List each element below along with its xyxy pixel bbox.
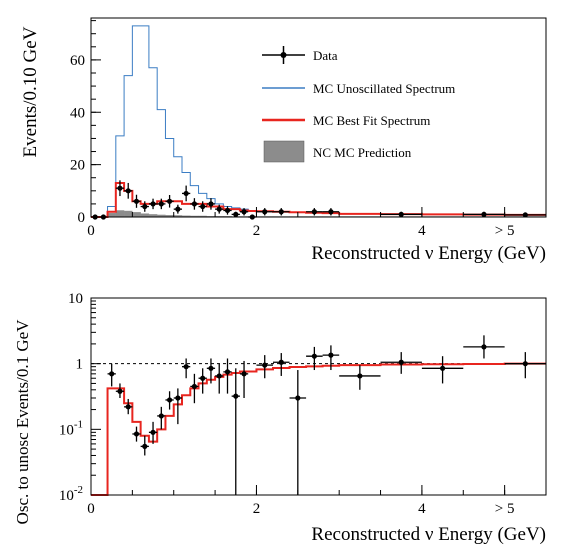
legend-data-marker (280, 52, 287, 58)
y-tick-label: 10-1 (59, 418, 83, 438)
x-tick-label: > 5 (495, 223, 515, 239)
x-tick-label: 4 (418, 501, 426, 517)
legend-nc-swatch (263, 140, 305, 163)
nc-bin (140, 213, 150, 218)
legend-entry-unoscillated: MC Unoscillated Spectrum (262, 81, 455, 96)
data-point (125, 188, 131, 194)
ratio-point (522, 361, 528, 367)
ratio-point (224, 369, 231, 375)
data-point (117, 185, 123, 191)
legend: Data MC Unoscillated Spectrum MC Best Fi… (262, 46, 455, 163)
top-y-axis-label: Events/0.10 GeV (20, 26, 41, 157)
top-x-axis-label: Reconstructed ν Energy (GeV) (311, 243, 546, 264)
x-tick-label: > 5 (495, 501, 515, 517)
nc-bin (115, 210, 125, 218)
ratio-point (175, 395, 181, 401)
y-tick-label: 40 (70, 105, 85, 121)
x-tick-label: 4 (418, 223, 426, 239)
ratio-point (150, 429, 156, 435)
data-point (150, 201, 156, 207)
bottom-x-axis-ticks: 0 2 4 > 5 (87, 485, 547, 517)
data-point (278, 209, 284, 215)
ratio-data-points (107, 335, 546, 495)
ratio-best-fit-line (91, 362, 546, 496)
ratio-point (311, 353, 317, 359)
ratio-point (200, 375, 206, 381)
ratio-point (142, 443, 148, 449)
ratio-point (166, 397, 173, 403)
legend-entry-best-fit: MC Best Fit Spectrum (262, 113, 430, 128)
ratio-point (216, 373, 222, 379)
bottom-plot-frame (90, 297, 547, 496)
data-point (208, 201, 214, 207)
data-point (133, 198, 140, 204)
data-point (481, 211, 487, 217)
data-point (522, 212, 528, 218)
y-tick-label: 10-2 (59, 484, 83, 504)
ratio-point (183, 364, 189, 370)
top-x-axis-ticks: 0 2 4 > 5 (87, 207, 547, 239)
ratio-point (262, 362, 268, 368)
ratio-point (125, 404, 131, 410)
legend-entry-data: Data (262, 46, 338, 64)
x-tick-label: 0 (87, 501, 95, 517)
bottom-y-axis-label: Osc. to unosc Events/0.1 GeV (13, 319, 32, 525)
legend-label-nc: NC MC Prediction (313, 145, 412, 160)
data-point (216, 206, 222, 212)
legend-label-data: Data (313, 48, 338, 63)
ratio-point (208, 365, 214, 371)
data-point (191, 201, 198, 207)
data-point (328, 209, 334, 215)
x-tick-label: 2 (253, 501, 261, 517)
top-panel: 0 2 4 > 5 0 20 40 60 Events/0.10 GeV Reconstru… (20, 17, 547, 264)
ratio-point (158, 413, 164, 419)
ratio-point (328, 352, 334, 358)
nc-bin (107, 212, 116, 218)
ratio-point (481, 344, 487, 350)
data-point (311, 209, 317, 215)
legend-label-best-fit: MC Best Fit Spectrum (313, 113, 430, 128)
ratio-point (278, 359, 284, 365)
legend-label-unoscillated: MC Unoscillated Spectrum (313, 81, 455, 96)
data-point (224, 207, 231, 214)
data-point (262, 209, 268, 215)
ratio-point (191, 383, 198, 390)
data-points (91, 180, 546, 220)
top-plot-frame (90, 17, 547, 218)
ratio-point (109, 371, 115, 377)
data-point (183, 190, 189, 197)
ratio-point (133, 431, 140, 437)
bottom-y-axis-ticks: 10-2 10-1 1 10 (59, 291, 101, 504)
ratio-point (295, 395, 301, 401)
x-tick-label: 2 (253, 223, 261, 239)
bottom-x-axis-label: Reconstructed ν Energy (GeV) (311, 524, 546, 545)
ratio-point (241, 371, 247, 377)
data-point (200, 203, 206, 210)
nc-bin (123, 210, 133, 218)
ratio-point (233, 393, 239, 399)
y-tick-label: 1 (76, 357, 84, 373)
y-tick-label: 20 (70, 158, 85, 174)
bottom-panel: 0 2 4 > 5 10-2 10-1 1 10 Osc. to unosc Events/… (13, 291, 547, 545)
y-tick-label: 10 (68, 291, 83, 307)
y-tick-label: 60 (70, 53, 85, 69)
nc-bin (132, 212, 141, 218)
x-tick-label: 0 (87, 223, 95, 239)
data-point (175, 206, 181, 212)
data-point (241, 209, 247, 215)
top-y-axis-ticks: 0 20 40 60 (70, 20, 101, 226)
y-tick-label: 0 (78, 210, 86, 226)
data-point (398, 211, 404, 217)
legend-entry-nc: NC MC Prediction (263, 140, 412, 163)
data-point (158, 201, 164, 207)
data-point (233, 211, 239, 217)
ratio-point (398, 359, 404, 365)
data-point (166, 198, 173, 204)
data-point (142, 203, 148, 210)
ratio-point (117, 388, 123, 394)
ratio-point (357, 373, 363, 379)
ratio-point (439, 365, 446, 371)
